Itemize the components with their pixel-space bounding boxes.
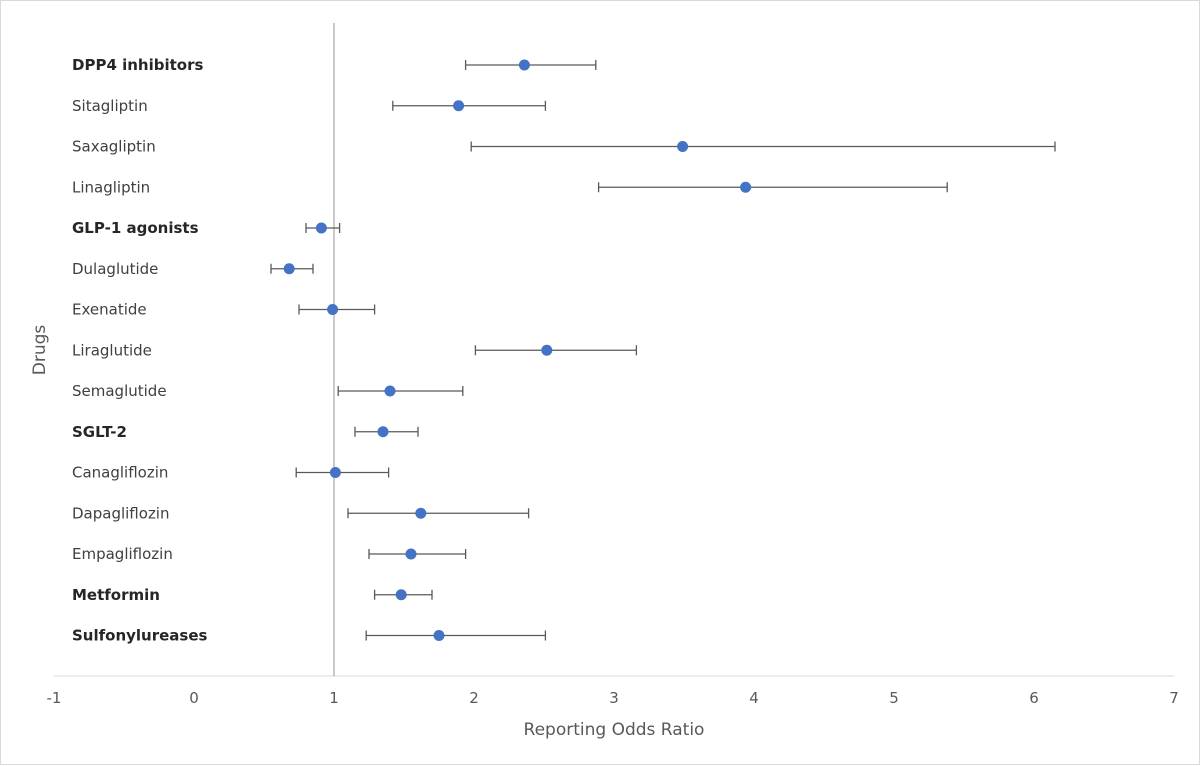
x-axis-title: Reporting Odds Ratio [524, 720, 705, 740]
x-tick-label: -1 [47, 689, 62, 707]
ror-point [518, 59, 530, 71]
category-label: Empagliflozin [72, 545, 173, 563]
y-axis-title: Drugs [30, 325, 50, 376]
category-label: SGLT-2 [72, 423, 127, 441]
category-label: Sitagliptin [72, 97, 148, 115]
category-label: GLP-1 agonists [72, 219, 199, 237]
row-dulaglutide: Dulaglutide [72, 260, 314, 278]
row-dapagliflozin: Dapagliflozin [72, 504, 530, 522]
x-tick-label: 2 [469, 689, 479, 707]
ror-point [384, 385, 396, 397]
x-tick-label: 6 [1029, 689, 1039, 707]
row-saxagliptin: Saxagliptin [72, 138, 1056, 156]
x-tick-label: 5 [889, 689, 899, 707]
ror-point [541, 344, 553, 356]
row-sitagliptin: Sitagliptin [72, 97, 547, 115]
category-label: Linagliptin [72, 178, 150, 196]
category-label: Exenatide [72, 301, 147, 319]
row-sulfonylureases: Sulfonylureases [72, 627, 547, 645]
row-semaglutide: Semaglutide [72, 382, 464, 400]
x-tick-label: 0 [189, 689, 199, 707]
ror-point [283, 263, 295, 275]
ror-point [395, 589, 407, 601]
rows-group: DPP4 inhibitors Sitagliptin Saxagliptin Lin… [72, 56, 1056, 645]
row-metformin: Metformin [72, 586, 433, 604]
row-canagliflozin: Canagliflozin [72, 464, 390, 482]
category-label: Metformin [72, 586, 160, 604]
ror-point [315, 222, 327, 234]
category-label: Canagliflozin [72, 464, 168, 482]
row-sglt-2: SGLT-2 [72, 423, 419, 441]
row-exenatide: Exenatide [72, 301, 376, 319]
x-tick-label: 1 [329, 689, 339, 707]
ror-point [415, 507, 427, 519]
ror-point [433, 630, 445, 641]
category-label: Liraglutide [72, 341, 152, 359]
row-linagliptin: Linagliptin [72, 178, 948, 196]
row-dpp4-inhibitors: DPP4 inhibitors [72, 56, 597, 74]
row-empagliflozin: Empagliflozin [72, 545, 467, 563]
x-tick-label: 3 [609, 689, 619, 707]
row-liraglutide: Liraglutide [72, 341, 638, 359]
ror-point [377, 426, 389, 438]
category-label: Dulaglutide [72, 260, 158, 278]
category-label: DPP4 inhibitors [72, 56, 203, 74]
category-label: Semaglutide [72, 382, 167, 400]
ror-point [740, 181, 752, 193]
category-label: Dapagliflozin [72, 504, 170, 522]
category-label: Saxagliptin [72, 138, 156, 156]
ror-point [405, 548, 417, 560]
row-glp-1-agonists: GLP-1 agonists [72, 219, 341, 237]
ror-point [327, 304, 339, 315]
x-tick-label: 4 [749, 689, 759, 707]
category-label: Sulfonylureases [72, 627, 208, 645]
ror-point [453, 100, 465, 112]
x-tick-label: 7 [1169, 689, 1179, 707]
axes-group: -1 0 1 2 3 4 5 6 7 [47, 23, 1179, 707]
ror-point [329, 467, 341, 478]
ror-point [677, 141, 689, 152]
